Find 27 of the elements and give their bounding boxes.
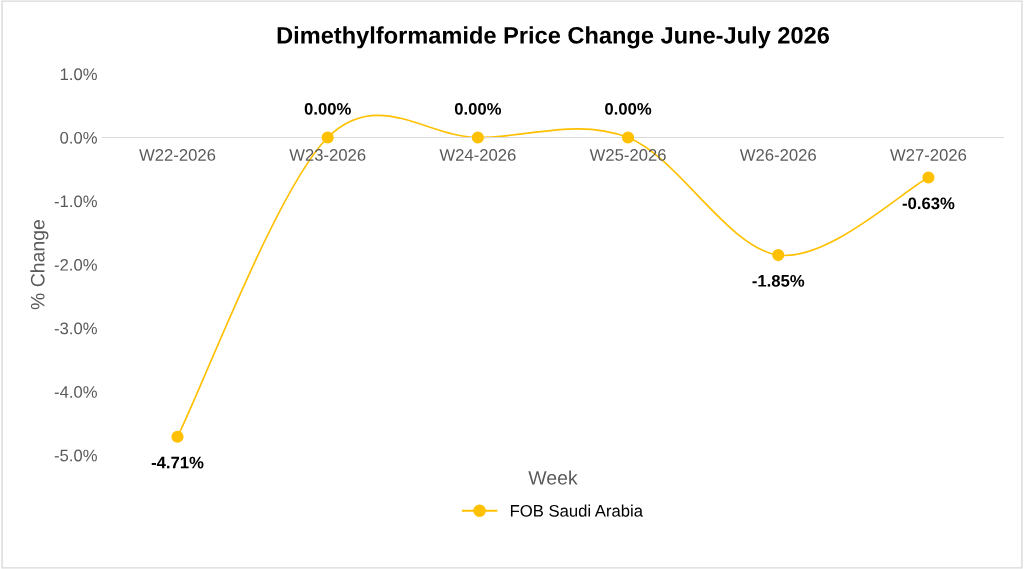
data-label: -1.85% <box>752 274 805 287</box>
data-label: -4.71% <box>151 456 204 469</box>
point <box>321 131 334 144</box>
point <box>471 131 484 144</box>
x-tick-label: W27-2026 <box>890 149 967 161</box>
chart-title: Dimethylformamide Price Change June-July 2026 <box>277 26 829 49</box>
x-axis-title: Week <box>528 470 578 485</box>
point <box>772 248 785 262</box>
y-tick-label: 1.0% <box>60 68 97 81</box>
y-tick-label: -3.0% <box>54 322 97 335</box>
y-axis-title: % Change <box>30 220 49 310</box>
y-tick-label: -4.0% <box>54 386 97 398</box>
y-tick-label: -1.0% <box>54 195 97 208</box>
data-label: 0.00% <box>605 102 652 115</box>
legend-label: FOB Saudi Arabia <box>510 504 643 517</box>
y-tick-label: -5.0% <box>54 449 97 462</box>
point <box>621 131 635 144</box>
point <box>922 171 935 184</box>
x-tick-label: W24-2026 <box>439 149 516 161</box>
point <box>171 430 184 443</box>
data-label: -0.63% <box>902 197 955 210</box>
y-tick-label: 0.0% <box>60 131 97 144</box>
data-label: 0.00% <box>304 102 351 115</box>
x-tick-label: W26-2026 <box>739 149 816 161</box>
y-tick-label: -2.0% <box>54 258 97 271</box>
data-label: 0.00% <box>454 102 502 115</box>
x-tick-label: W22-2026 <box>139 149 216 161</box>
